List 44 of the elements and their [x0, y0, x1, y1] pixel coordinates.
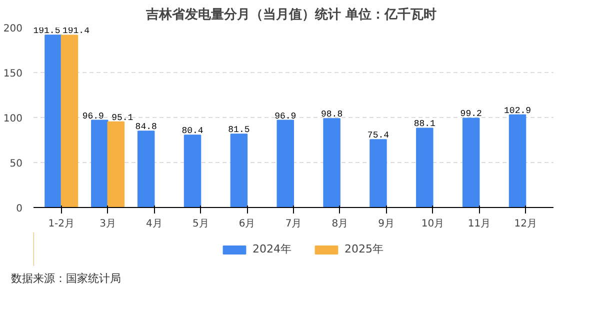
x-tick-label: 3月 [100, 218, 116, 230]
data-label: 99.2 [460, 109, 482, 120]
data-label: 84.8 [135, 122, 157, 132]
data-label: 80.4 [182, 126, 204, 136]
x-tick-label: 5月 [192, 218, 209, 230]
bar [91, 120, 108, 208]
data-label: 96.9 [274, 111, 296, 122]
bar [60, 34, 78, 208]
x-tick-label: 8月 [332, 218, 348, 230]
bar [137, 130, 155, 208]
y-tick-label: 150 [3, 68, 23, 80]
x-tick-label: 6月 [238, 218, 256, 230]
x-tick-label: 12月 [514, 218, 538, 230]
data-label: 75.4 [367, 130, 390, 141]
data-label: 81.5 [228, 125, 250, 136]
x-tick-label: 9月 [378, 218, 395, 230]
y-tick-label: 0 [16, 204, 23, 214]
data-label: 98.8 [321, 110, 343, 120]
legend-label: 2024年 [252, 242, 292, 256]
bar [44, 34, 62, 208]
bar [416, 128, 434, 208]
bar [370, 139, 387, 208]
bar [107, 121, 125, 208]
data-label: 88.1 [414, 119, 436, 130]
bar [184, 134, 202, 208]
x-tick-label: 10月 [421, 218, 444, 230]
y-tick-label: 200 [3, 24, 23, 34]
y-tick-label: 50 [10, 158, 23, 170]
bar [462, 118, 480, 208]
x-tick-label: 7月 [285, 218, 302, 230]
data-label: 96.9 [82, 111, 104, 122]
bar [323, 118, 340, 208]
x-tick-label: 11月 [468, 218, 491, 230]
x-tick-label: 4月 [146, 218, 162, 230]
data-label: 102.9 [504, 106, 532, 116]
data-label: 95.1 [112, 112, 134, 123]
chart-title: 吉林省发电量分月（当月值）统计 单位：亿千瓦时 [144, 6, 437, 22]
bar [230, 134, 248, 208]
source-note: 数据来源：国家统计局 [11, 271, 121, 287]
bar [276, 120, 294, 208]
legend-label: 2025年 [344, 242, 384, 256]
y-tick-label: 100 [3, 114, 23, 124]
x-tick-label: 1-2月 [48, 218, 75, 230]
bar [508, 114, 526, 208]
